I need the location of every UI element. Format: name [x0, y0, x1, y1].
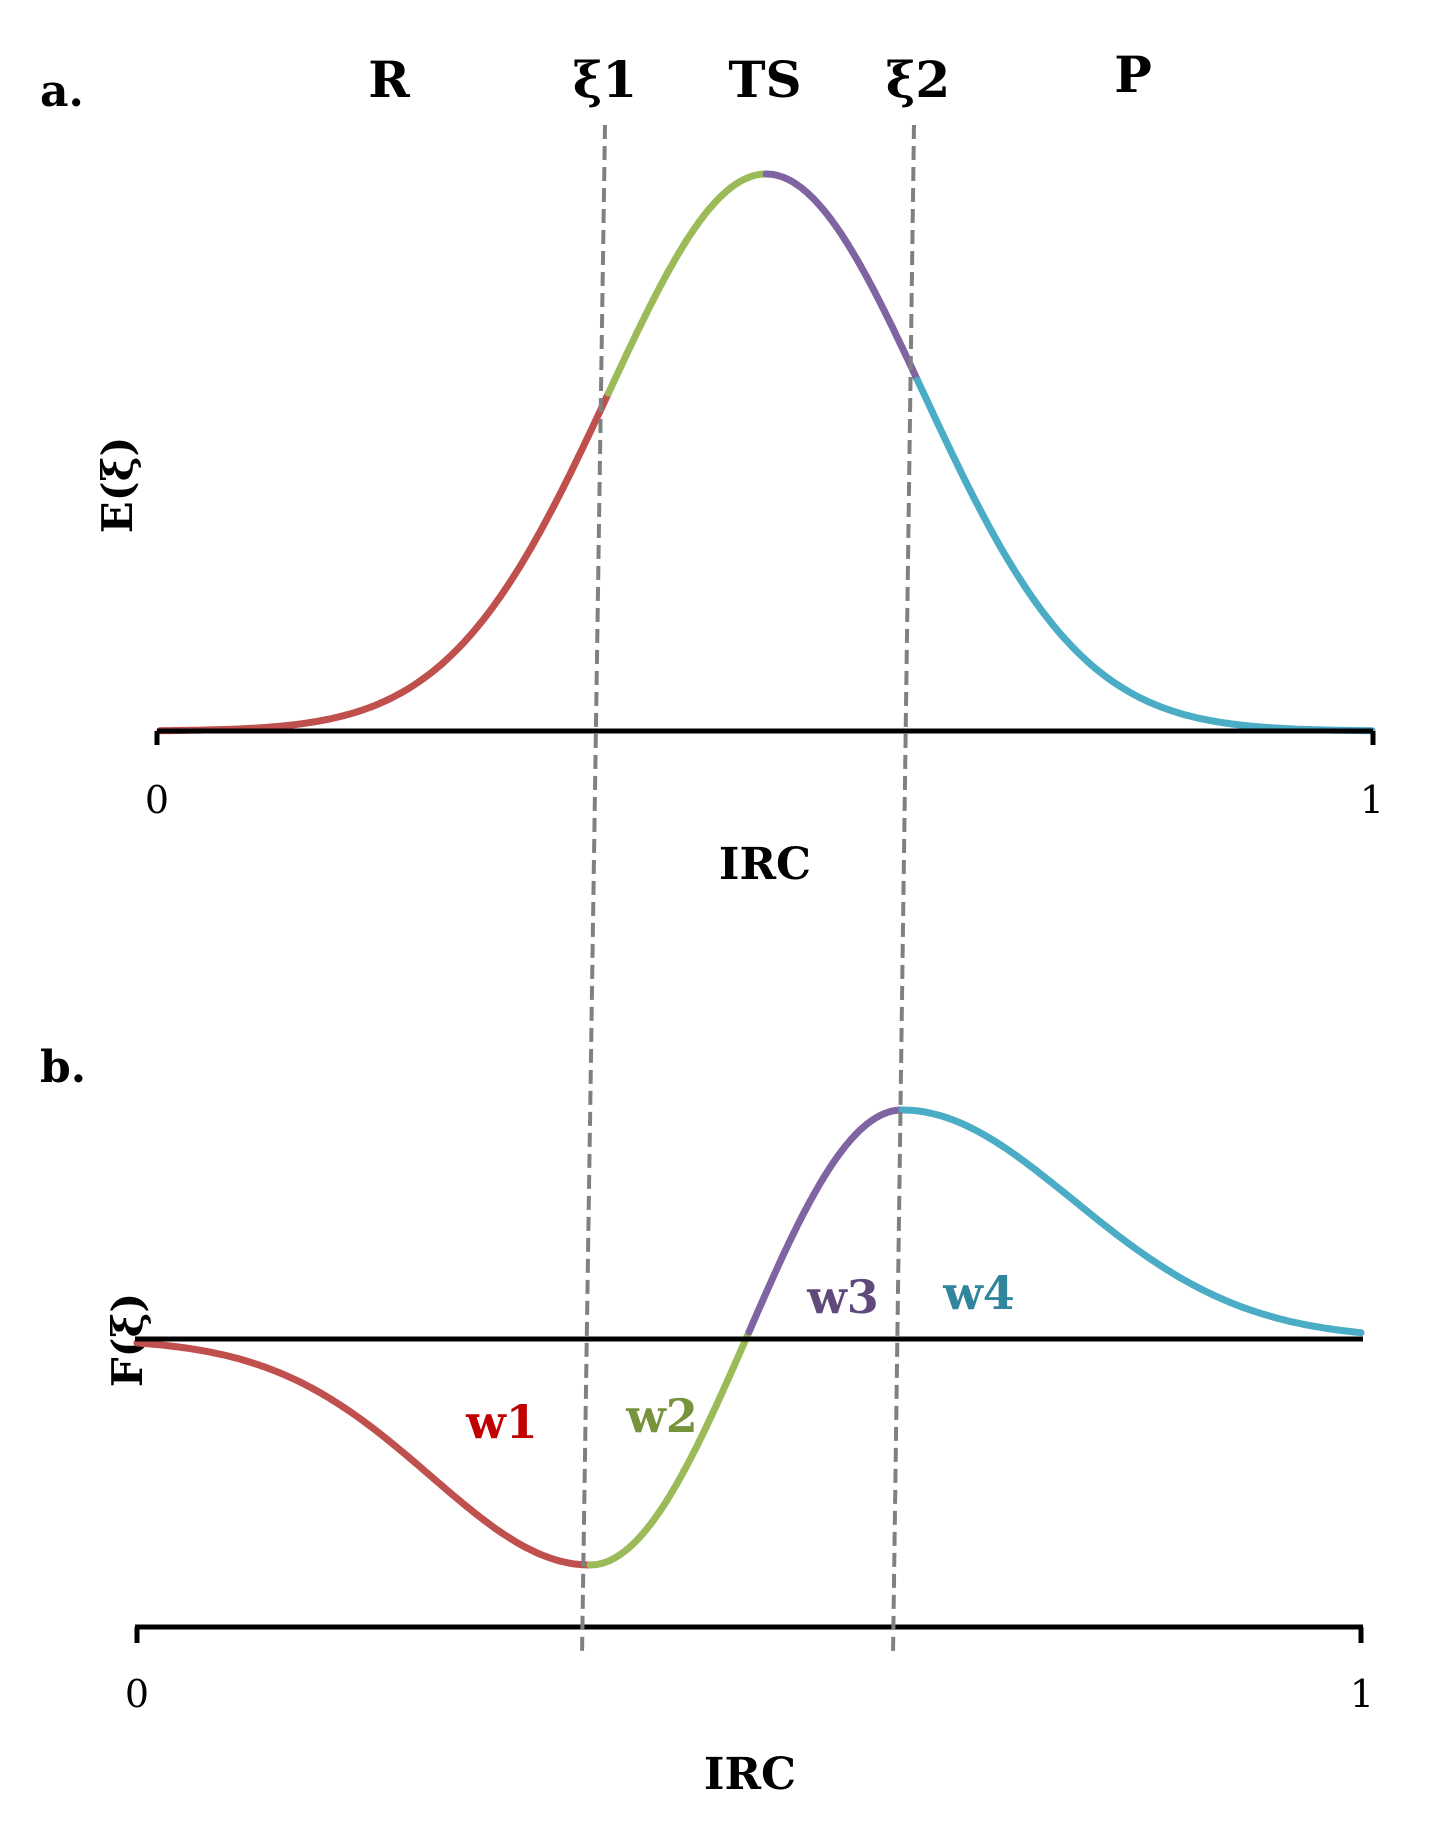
dividers: [580, 124, 916, 1656]
x-axis-label-b: IRC: [704, 1749, 796, 1800]
tick-label-a-1: 1: [1360, 778, 1384, 822]
divider-xi1: [580, 124, 607, 1656]
curve-a-segment-p: [914, 376, 1376, 735]
tick-label-b-1: 1: [1350, 1672, 1374, 1716]
curve-a-segment-r: [156, 389, 612, 735]
divider-xi2: [891, 124, 916, 1656]
tick-label-a-0: 0: [145, 778, 169, 822]
segment-label-w3: w3: [806, 1270, 879, 1324]
segment-label-w1: w1: [465, 1395, 538, 1449]
curve-b-segment-w1: [133, 1339, 594, 1569]
curve-a: [156, 170, 1376, 735]
curve-a-segment-ts-right: [762, 170, 921, 384]
panel-a-label: a.: [40, 66, 84, 117]
y-axis-label-a: E(ξ): [93, 437, 142, 534]
label-xi1: ξ1: [573, 50, 637, 109]
tick-label-b-0: 0: [125, 1672, 149, 1716]
curve-b-segment-w3: [745, 1106, 906, 1336]
label-p: P: [1114, 45, 1152, 104]
panel-b-label: b.: [40, 1042, 86, 1093]
x-axis-label-a: IRC: [719, 839, 811, 890]
panel-a: a. R ξ1 TS ξ2 P E(ξ) 0 1 IRC: [40, 45, 1384, 890]
panel-b: b. F(ξ) 0 1 IRC w1 w2 w3 w4: [40, 1042, 1374, 1800]
curve-b: [133, 1106, 1365, 1569]
label-xi2: ξ2: [886, 50, 950, 109]
curve-a-segment-ts-left: [604, 170, 770, 397]
label-ts: TS: [728, 50, 801, 109]
curve-b-segment-w2: [586, 1328, 753, 1569]
label-r: R: [368, 50, 410, 109]
curve-b-segment-w4: [898, 1106, 1365, 1337]
segment-label-w2: w2: [625, 1389, 698, 1443]
segment-label-w4: w4: [942, 1266, 1015, 1320]
